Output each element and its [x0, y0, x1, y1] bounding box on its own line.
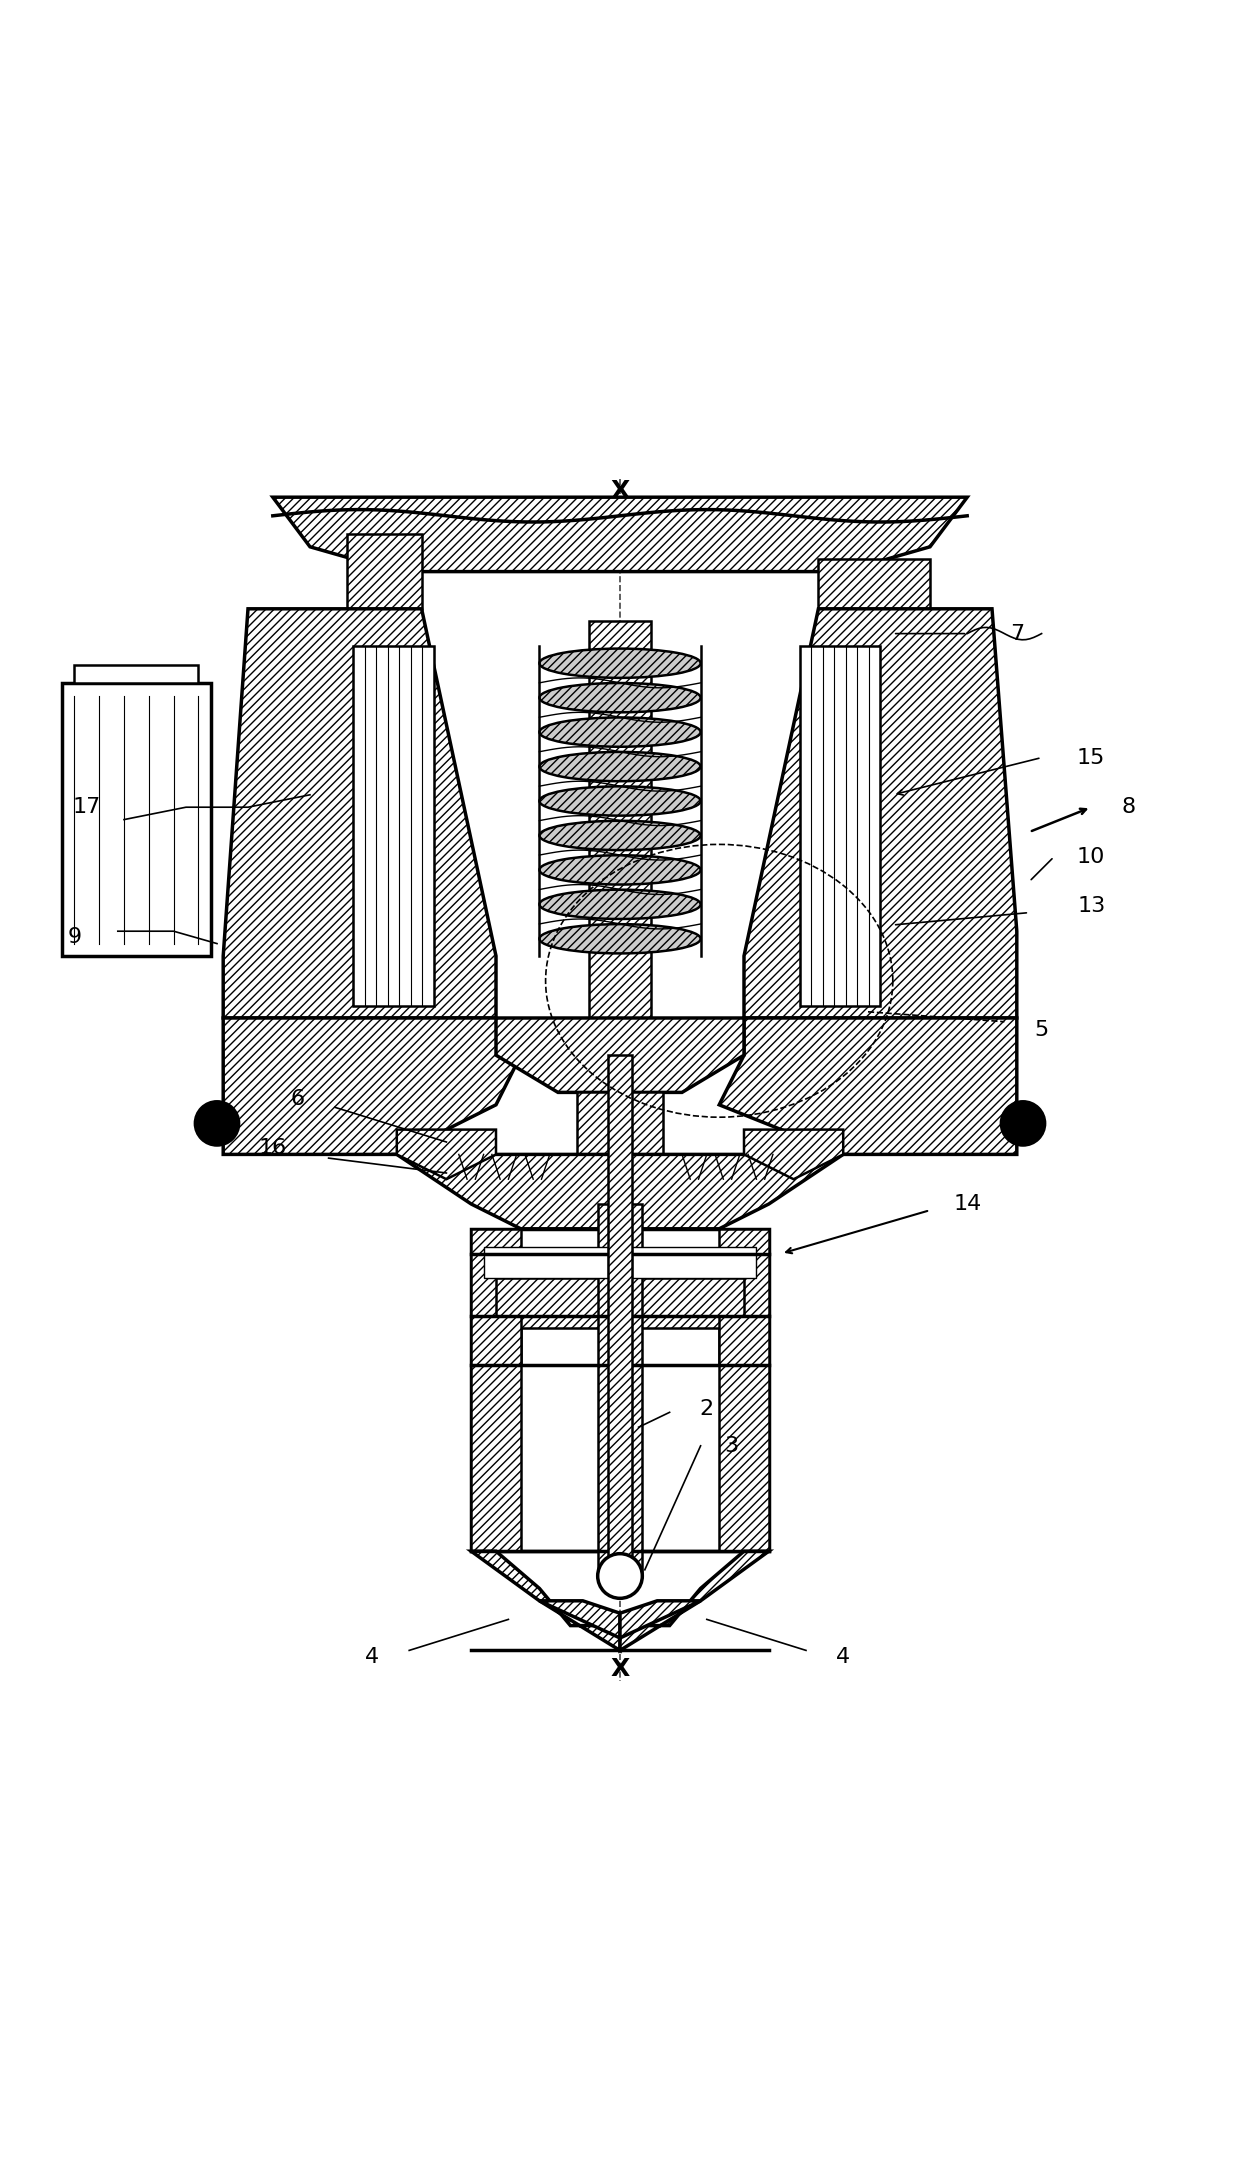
- Ellipse shape: [539, 648, 701, 678]
- Bar: [74, 665, 198, 683]
- Ellipse shape: [539, 855, 701, 886]
- Circle shape: [598, 1553, 642, 1598]
- Bar: [608, 1056, 632, 1577]
- Polygon shape: [744, 609, 1017, 1017]
- Polygon shape: [223, 609, 496, 1017]
- Polygon shape: [744, 1130, 843, 1179]
- Ellipse shape: [539, 752, 701, 782]
- Text: X: X: [610, 1657, 630, 1680]
- Polygon shape: [273, 497, 967, 572]
- Bar: [496, 1279, 608, 1328]
- Bar: [62, 683, 211, 957]
- Bar: [484, 1248, 608, 1279]
- Text: 2: 2: [699, 1400, 714, 1419]
- Ellipse shape: [539, 890, 701, 918]
- Polygon shape: [620, 1601, 701, 1637]
- Polygon shape: [496, 1017, 744, 1093]
- Bar: [577, 1093, 663, 1153]
- Bar: [471, 1229, 521, 1551]
- Bar: [800, 646, 880, 1007]
- Bar: [632, 1279, 744, 1328]
- Bar: [719, 1229, 769, 1551]
- Bar: [471, 1229, 769, 1551]
- Text: 4: 4: [836, 1646, 851, 1668]
- Bar: [632, 1248, 756, 1279]
- Bar: [353, 646, 434, 1007]
- Bar: [719, 1315, 769, 1365]
- Bar: [818, 559, 930, 609]
- Polygon shape: [539, 1601, 620, 1637]
- Text: 8: 8: [1121, 797, 1136, 816]
- Bar: [589, 622, 651, 1056]
- Text: 15: 15: [1078, 747, 1105, 767]
- Circle shape: [195, 1102, 239, 1145]
- Bar: [347, 534, 422, 609]
- Circle shape: [1001, 1102, 1045, 1145]
- Polygon shape: [471, 1551, 620, 1650]
- Polygon shape: [719, 1017, 1017, 1153]
- Text: 13: 13: [1078, 896, 1105, 916]
- Bar: [471, 1315, 521, 1365]
- Text: 7: 7: [1009, 624, 1024, 644]
- Ellipse shape: [539, 717, 701, 747]
- Polygon shape: [223, 1017, 521, 1153]
- Text: 10: 10: [1078, 847, 1105, 866]
- Text: 4: 4: [365, 1646, 379, 1668]
- Polygon shape: [397, 1153, 843, 1229]
- Text: 9: 9: [67, 927, 82, 948]
- Text: 16: 16: [259, 1138, 286, 1158]
- Text: 3: 3: [724, 1436, 739, 1456]
- Ellipse shape: [539, 821, 701, 851]
- Ellipse shape: [539, 683, 701, 713]
- Polygon shape: [397, 1130, 496, 1179]
- Text: 17: 17: [73, 797, 100, 816]
- Text: 5: 5: [1034, 1020, 1049, 1041]
- Polygon shape: [620, 1551, 769, 1650]
- Ellipse shape: [539, 924, 701, 953]
- Bar: [598, 1203, 642, 1577]
- Text: 6: 6: [290, 1089, 305, 1108]
- Text: X: X: [610, 480, 630, 503]
- Text: 14: 14: [954, 1194, 981, 1214]
- Ellipse shape: [539, 786, 701, 816]
